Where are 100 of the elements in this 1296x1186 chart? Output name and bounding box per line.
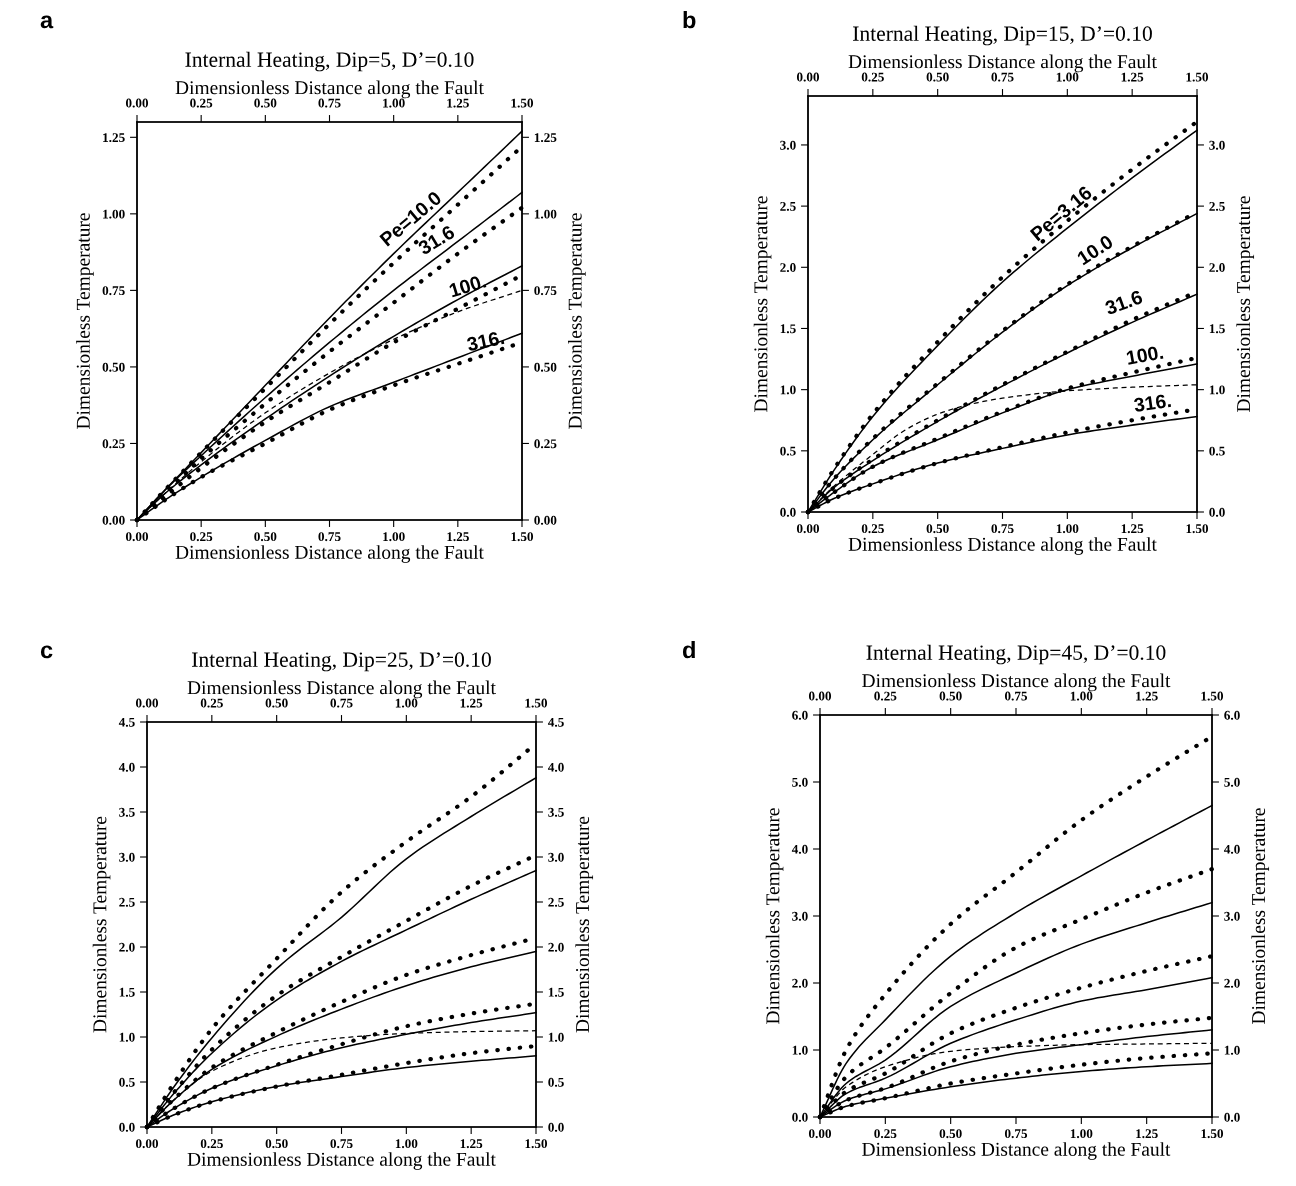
annotation: 100.	[1126, 345, 1164, 365]
x2-tick-label: 1.50	[1201, 691, 1224, 701]
y2-tick-label: 2.5	[1209, 201, 1225, 211]
y2-tick-label: 3.0	[548, 852, 564, 862]
x2-tick-label: 1.00	[1070, 691, 1093, 701]
annotation: 316.	[466, 330, 505, 352]
y2-tick-label: 1.0	[1209, 385, 1225, 395]
y-tick-label: 0.5	[119, 1077, 135, 1087]
x-tick-label: 0.50	[939, 1129, 962, 1139]
x-tick-label: 1.00	[1056, 524, 1079, 534]
x-tick-label: 1.00	[383, 532, 405, 542]
y2-tick-label: 3.0	[1209, 140, 1225, 150]
x2-tick-label: 0.50	[926, 72, 949, 82]
y2-tick-label: 3.5	[548, 807, 564, 817]
text: b	[683, 11, 696, 29]
y2-tick-label: 0.50	[534, 362, 557, 372]
x2-axis-title: Dimensionless Distance along the Fault	[175, 80, 484, 99]
text: c	[40, 645, 53, 659]
y-tick-label: 4.0	[118, 762, 135, 772]
y2-axis-title: Dimensionless Temperature	[1236, 196, 1255, 412]
x-tick-label: 1.50	[511, 532, 534, 542]
x-tick-label: 1.25	[1136, 1129, 1158, 1139]
x2-tick-label: 0.50	[254, 98, 277, 108]
chart-title: Internal Heating, Dip=25, D’=0.10	[192, 651, 491, 672]
y-tick-label: 2.0	[780, 263, 796, 273]
x-tick-label: 1.50	[1201, 1129, 1224, 1139]
x-tick-label: 0.00	[808, 1129, 832, 1139]
x-tick-label: 0.50	[254, 532, 277, 542]
y-tick-label: 2.0	[792, 978, 808, 988]
y2-tick-label: 0.5	[548, 1077, 564, 1087]
x-tick-label: 0.75	[991, 524, 1014, 534]
x2-tick-label: 0.25	[200, 698, 223, 708]
y2-tick-label: 4.5	[547, 717, 564, 727]
y-tick-label: 6.0	[792, 710, 808, 720]
y-tick-label: 2.5	[780, 201, 796, 211]
x-axis-title: Dimensionless Distance along the Fault	[848, 537, 1157, 555]
y-tick-label: 0.50	[102, 362, 125, 372]
y-axis-title: Dimensionless Temperature	[753, 196, 772, 412]
y2-tick-label: 4.0	[547, 762, 564, 772]
y2-tick-label: 1.25	[534, 133, 557, 143]
text: a	[40, 15, 54, 29]
x-tick-label: 1.50	[525, 1139, 548, 1149]
x-tick-label: 0.00	[135, 1139, 159, 1149]
x2-tick-label: 0.25	[874, 691, 897, 701]
y-tick-label: 1.5	[119, 987, 135, 997]
y-tick-label: 1.25	[103, 133, 125, 143]
x-tick-label: 0.25	[200, 1139, 223, 1149]
x2-axis-title: Dimensionless Distance along the Fault	[862, 673, 1171, 692]
x2-tick-label: 1.50	[525, 698, 548, 708]
x-tick-label: 0.25	[861, 524, 884, 534]
x-tick-label: 0.25	[190, 532, 213, 542]
x2-tick-label: 1.50	[511, 98, 534, 108]
x2-axis-title: Dimensionless Distance along the Fault	[187, 680, 496, 699]
y-tick-label: 0.0	[792, 1112, 808, 1122]
y2-tick-label: 2.0	[1209, 263, 1225, 273]
y2-tick-label: 1.5	[548, 987, 564, 997]
y2-tick-label: 1.0	[1224, 1045, 1240, 1055]
annotation: 100.	[448, 274, 487, 298]
chart-title: Internal Heating, Dip=5, D’=0.10	[185, 51, 474, 72]
y-tick-label: 0.00	[102, 515, 125, 525]
x-tick-label: 1.50	[1186, 524, 1209, 534]
x2-tick-label: 0.75	[318, 98, 341, 108]
x-tick-label: 0.50	[926, 524, 949, 534]
x2-tick-label: 0.50	[939, 691, 962, 701]
y2-tick-label: 0.25	[534, 439, 557, 449]
y-tick-label: 2.0	[119, 942, 135, 952]
y2-tick-label: 2.5	[548, 897, 564, 907]
y-tick-label: 0.5	[780, 446, 796, 456]
x2-tick-label: 1.00	[1056, 72, 1079, 82]
x2-tick-label: 0.25	[861, 72, 884, 82]
y-tick-label: 1.0	[780, 385, 796, 395]
y2-tick-label: 2.0	[548, 942, 564, 952]
y-tick-label: 1.0	[792, 1045, 808, 1055]
x2-tick-label: 0.75	[330, 698, 353, 708]
y2-axis-title: Dimensionless Temperature	[568, 213, 586, 429]
y-tick-label: 5.0	[792, 777, 808, 787]
x-axis-title: Dimensionless Distance along the Fault	[187, 1152, 496, 1170]
y2-axis-title: Dimensionless Temperature	[575, 816, 594, 1033]
y-axis-title: Dimensionless Temperature	[92, 816, 111, 1033]
y2-tick-label: 0.0	[1224, 1112, 1240, 1122]
annotation: 31.6	[1104, 289, 1144, 316]
y-tick-label: 0.75	[102, 286, 125, 296]
x2-tick-label: 1.25	[460, 698, 483, 708]
x-tick-label: 0.75	[330, 1139, 353, 1149]
y-tick-label: 0.0	[780, 507, 796, 517]
x2-tick-label: 1.25	[1121, 72, 1144, 82]
y2-tick-label: 0.75	[534, 286, 557, 296]
y-tick-label: 4.0	[791, 844, 808, 854]
x-tick-label: 0.50	[265, 1139, 288, 1149]
y-tick-label: 3.0	[792, 911, 808, 921]
text: d	[682, 640, 695, 659]
y-axis-title: Dimensionless Temperature	[76, 213, 94, 429]
y2-tick-label: 6.0	[1224, 710, 1240, 720]
y-tick-label: 1.5	[780, 324, 796, 334]
y2-tick-label: 0.0	[548, 1122, 564, 1132]
y-tick-label: 4.5	[118, 717, 135, 727]
x2-tick-label: 0.75	[1004, 691, 1028, 701]
x-tick-label: 0.25	[874, 1129, 897, 1139]
x2-tick-label: 1.00	[395, 698, 418, 708]
x2-tick-label: 1.25	[447, 98, 469, 108]
